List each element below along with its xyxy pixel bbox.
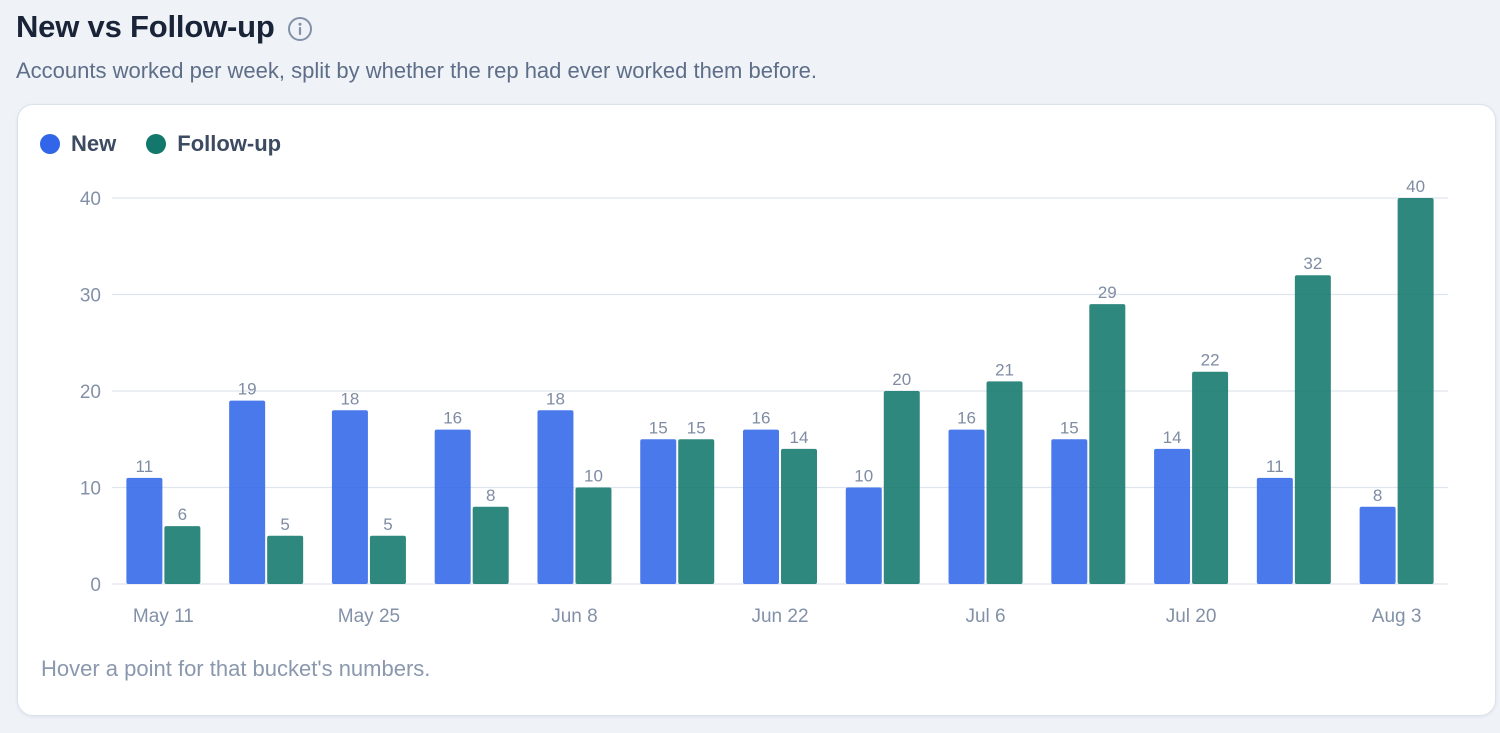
bar-follow-up[interactable]	[883, 391, 920, 584]
x-tick-label: May 25	[338, 606, 400, 627]
legend-label-follow-up: Follow-up	[177, 131, 282, 156]
bar-chart: 0 10 20 30 40 11 6 May 11 19 5 18 5 May 25 16 8 18 10 Jun…	[80, 177, 1448, 627]
data-label-new: 16	[752, 409, 771, 428]
data-label-follow-up: 6	[178, 505, 187, 524]
data-label-new: 8	[1373, 486, 1382, 505]
y-tick-label: 40	[80, 189, 101, 210]
legend-swatch-follow-up	[146, 134, 167, 154]
bar-follow-up[interactable]	[369, 535, 406, 584]
data-label-follow-up: 20	[892, 370, 911, 389]
bar-new[interactable]	[845, 487, 882, 585]
info-circle-icon[interactable]	[287, 16, 313, 42]
bar-follow-up[interactable]	[164, 526, 201, 584]
page-title: New vs Follow-up	[16, 9, 275, 44]
bar-follow-up[interactable]	[267, 535, 304, 584]
bar-new[interactable]	[1051, 439, 1088, 584]
data-label-follow-up: 40	[1406, 177, 1425, 196]
y-tick-label: 10	[80, 479, 101, 500]
data-label-new: 10	[854, 467, 873, 486]
bar-new[interactable]	[948, 429, 985, 584]
bar-new[interactable]	[126, 477, 163, 584]
data-label-new: 11	[1266, 457, 1284, 476]
y-tick-label: 0	[90, 575, 101, 596]
bar-follow-up[interactable]	[1089, 304, 1126, 584]
data-label-new: 14	[1163, 428, 1182, 447]
data-label-follow-up: 14	[790, 428, 809, 447]
bar-follow-up[interactable]	[472, 506, 509, 584]
data-label-new: 18	[546, 389, 565, 408]
bar-follow-up[interactable]	[575, 487, 612, 585]
bar-new[interactable]	[1154, 448, 1191, 584]
bar-follow-up[interactable]	[1192, 371, 1229, 584]
data-label-follow-up: 8	[486, 486, 495, 505]
bar-follow-up[interactable]	[1397, 198, 1434, 584]
bar-new[interactable]	[537, 410, 574, 584]
data-label-new: 11	[136, 457, 154, 476]
data-label-new: 16	[957, 409, 976, 428]
chart-card: New Follow-up 0 10 20 30 40 11 6 May 11 19 5 18 5 Ma…	[17, 104, 1496, 716]
legend-item-follow-up[interactable]: Follow-up	[146, 131, 281, 157]
x-tick-label: Jul 20	[1166, 606, 1217, 627]
bar-follow-up[interactable]	[986, 381, 1023, 584]
data-label-follow-up: 5	[280, 515, 289, 534]
y-tick-label: 30	[80, 286, 101, 307]
data-label-new: 16	[443, 409, 462, 428]
bar-new[interactable]	[1256, 477, 1293, 584]
bar-new[interactable]	[331, 410, 368, 584]
legend-label-new: New	[71, 131, 117, 156]
x-tick-label: Jun 22	[751, 606, 808, 627]
bar-new[interactable]	[434, 429, 471, 584]
data-label-follow-up: 32	[1303, 254, 1322, 273]
data-label-follow-up: 15	[687, 418, 706, 437]
bar-new[interactable]	[1359, 506, 1396, 584]
x-tick-label: Jun 8	[551, 606, 597, 627]
page-subtitle: Accounts worked per week, split by wheth…	[16, 58, 817, 83]
x-tick-label: May 11	[133, 606, 194, 627]
data-label-new: 19	[238, 380, 257, 399]
bar-follow-up[interactable]	[781, 448, 817, 584]
chart-legend: New Follow-up	[40, 131, 311, 157]
title-row: New vs Follow-up	[16, 6, 1486, 48]
data-label-follow-up: 29	[1098, 283, 1117, 302]
data-label-follow-up: 22	[1201, 351, 1220, 370]
bar-new[interactable]	[743, 429, 779, 584]
legend-item-new[interactable]: New	[40, 131, 116, 157]
data-label-follow-up: 5	[383, 515, 392, 534]
data-label-follow-up: 10	[584, 467, 603, 486]
bar-follow-up[interactable]	[678, 439, 715, 584]
data-label-follow-up: 21	[995, 360, 1014, 379]
chart-header: New vs Follow-up Accounts worked per wee…	[16, 6, 1486, 84]
data-label-new: 18	[340, 389, 359, 408]
hover-hint: Hover a point for that bucket's numbers.	[41, 656, 431, 681]
bar-new[interactable]	[640, 439, 677, 584]
bar-new[interactable]	[229, 400, 266, 584]
x-tick-label: Aug 3	[1372, 606, 1422, 627]
legend-swatch-new	[40, 134, 60, 154]
data-label-new: 15	[1060, 418, 1079, 437]
bar-follow-up[interactable]	[1294, 275, 1331, 584]
y-tick-label: 20	[80, 382, 101, 403]
x-tick-label: Jul 6	[965, 606, 1005, 627]
data-label-new: 15	[649, 418, 668, 437]
